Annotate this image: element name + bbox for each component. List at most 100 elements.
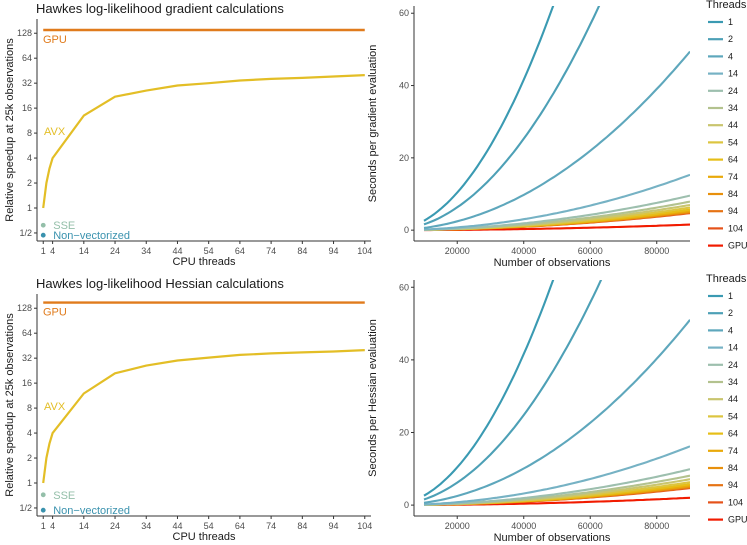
x-tick-label: 104 bbox=[357, 521, 372, 531]
legend-label: 74 bbox=[728, 446, 738, 456]
legend-label: 2 bbox=[728, 34, 733, 44]
y-axis-label: Seconds per gradient evaluation bbox=[367, 45, 379, 203]
legend-label: GPU bbox=[728, 241, 747, 251]
x-tick-label: 104 bbox=[357, 246, 372, 256]
legend-title: Threads bbox=[706, 0, 747, 11]
y-tick-label: 1/2 bbox=[19, 228, 32, 238]
series-line-4 bbox=[423, 50, 690, 229]
series-line-14 bbox=[423, 173, 690, 231]
x-tick-label: 54 bbox=[204, 246, 214, 256]
y-tick-label: 0 bbox=[404, 500, 409, 510]
y-tick-label: 1 bbox=[27, 203, 32, 213]
timing-panel-3: 0 20 40 60 20000 40000 60000 80000 Number of obs… bbox=[367, 273, 747, 544]
y-tick-label: 8 bbox=[27, 403, 32, 413]
avx-line bbox=[42, 349, 365, 484]
sse-label: SSE bbox=[53, 220, 75, 232]
y-tick-label: 128 bbox=[17, 303, 32, 313]
avx-label: AVX bbox=[44, 401, 66, 413]
legend-label: 34 bbox=[728, 103, 738, 113]
legend-label: 94 bbox=[728, 480, 738, 490]
speedup-panel-0: Hawkes log-likelihood gradient calculati… bbox=[4, 1, 372, 268]
series-line-4 bbox=[423, 319, 690, 504]
legend-label: GPU bbox=[728, 515, 747, 525]
legend-label: 14 bbox=[728, 343, 738, 353]
legend-label: 14 bbox=[728, 69, 738, 79]
y-tick-label: 60 bbox=[399, 282, 409, 292]
x-tick-label: 94 bbox=[329, 521, 339, 531]
y-tick-label: 64 bbox=[22, 328, 32, 338]
non-vectorized-point bbox=[40, 507, 46, 513]
x-axis-label: Number of observations bbox=[494, 257, 611, 269]
x-tick-label: 44 bbox=[172, 521, 182, 531]
x-tick-label: 4 bbox=[50, 521, 55, 531]
avx-label: AVX bbox=[44, 126, 66, 138]
y-tick-label: 4 bbox=[27, 153, 32, 163]
legend-label: 1 bbox=[728, 17, 733, 27]
x-tick-label: 64 bbox=[235, 246, 245, 256]
x-tick-label: 24 bbox=[110, 246, 120, 256]
x-tick-label: 34 bbox=[141, 521, 151, 531]
y-tick-label: 1 bbox=[27, 478, 32, 488]
x-tick-label: 60000 bbox=[578, 521, 603, 531]
x-tick-label: 94 bbox=[329, 246, 339, 256]
legend-label: 34 bbox=[728, 377, 738, 387]
x-tick-label: 80000 bbox=[644, 246, 669, 256]
non-vectorized-point bbox=[40, 232, 46, 238]
x-tick-label: 40000 bbox=[511, 246, 536, 256]
series-line-1 bbox=[423, 6, 555, 222]
y-tick-label: 32 bbox=[22, 78, 32, 88]
legend-label: 54 bbox=[728, 411, 738, 421]
y-tick-label: 40 bbox=[399, 81, 409, 91]
legend-label: 44 bbox=[728, 394, 738, 404]
legend-label: 64 bbox=[728, 429, 738, 439]
x-axis-label: Number of observations bbox=[494, 532, 611, 544]
y-tick-label: 40 bbox=[399, 355, 409, 365]
chart-title: Hawkes log-likelihood gradient calculati… bbox=[36, 1, 284, 16]
y-tick-label: 20 bbox=[399, 153, 409, 163]
series-line-14 bbox=[423, 445, 690, 506]
x-tick-label: 20000 bbox=[445, 246, 470, 256]
sse-label: SSE bbox=[53, 490, 75, 502]
x-tick-label: 74 bbox=[266, 246, 276, 256]
legend-label: 24 bbox=[728, 360, 738, 370]
x-tick-label: 1 bbox=[41, 246, 46, 256]
series-line-1 bbox=[423, 280, 555, 497]
x-axis-label: CPU threads bbox=[173, 256, 236, 268]
legend-label: 2 bbox=[728, 308, 733, 318]
x-tick-label: 14 bbox=[79, 246, 89, 256]
sse-point bbox=[40, 492, 46, 498]
x-tick-label: 40000 bbox=[511, 521, 536, 531]
series-line-24 bbox=[423, 194, 690, 231]
x-tick-label: 84 bbox=[297, 246, 307, 256]
gpu-label: GPU bbox=[43, 307, 67, 319]
speedup-panel-2: Hawkes log-likelihood Hessian calculatio… bbox=[4, 276, 372, 543]
legend-label: 4 bbox=[728, 51, 733, 61]
chart-title: Hawkes log-likelihood Hessian calculatio… bbox=[36, 276, 284, 291]
y-tick-label: 16 bbox=[22, 103, 32, 113]
legend-label: 104 bbox=[728, 223, 743, 233]
y-tick-label: 8 bbox=[27, 128, 32, 138]
y-tick-label: 2 bbox=[27, 178, 32, 188]
x-tick-label: 24 bbox=[110, 521, 120, 531]
x-tick-label: 1 bbox=[41, 521, 46, 531]
legend-label: 64 bbox=[728, 155, 738, 165]
x-tick-label: 84 bbox=[297, 521, 307, 531]
y-axis-label: Relative speedup at 25k observations bbox=[4, 313, 16, 497]
x-tick-label: 54 bbox=[204, 521, 214, 531]
y-tick-label: 20 bbox=[399, 427, 409, 437]
sse-point bbox=[40, 222, 46, 228]
legend-label: 84 bbox=[728, 463, 738, 473]
legend-label: 74 bbox=[728, 172, 738, 182]
x-tick-label: 64 bbox=[235, 521, 245, 531]
legend-label: 54 bbox=[728, 137, 738, 147]
legend-label: 1 bbox=[728, 291, 733, 301]
x-tick-label: 60000 bbox=[578, 246, 603, 256]
y-tick-label: 16 bbox=[22, 378, 32, 388]
series-line-24 bbox=[423, 468, 690, 506]
legend-label: 4 bbox=[728, 325, 733, 335]
non-vectorized-label: Non−vectorized bbox=[53, 505, 130, 517]
x-tick-label: 74 bbox=[266, 521, 276, 531]
